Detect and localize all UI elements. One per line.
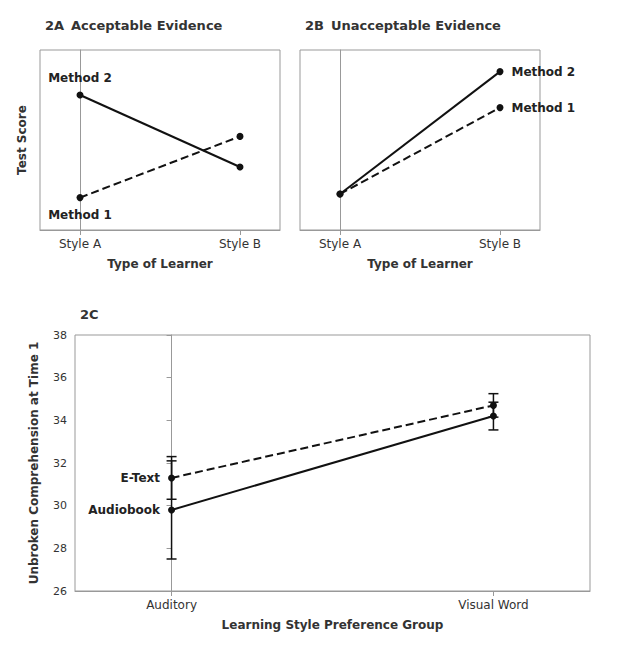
- svg-text:32: 32: [53, 457, 67, 470]
- svg-text:2C: 2C: [80, 307, 99, 322]
- svg-text:Auditory: Auditory: [146, 598, 197, 612]
- svg-text:Style B: Style B: [479, 237, 521, 251]
- svg-text:Acceptable Evidence: Acceptable Evidence: [71, 18, 223, 33]
- svg-text:26: 26: [53, 585, 67, 598]
- svg-text:Style A: Style A: [59, 237, 102, 251]
- svg-text:Method 1: Method 1: [512, 101, 576, 115]
- svg-text:Visual Word: Visual Word: [458, 598, 528, 612]
- svg-text:Style A: Style A: [319, 237, 362, 251]
- svg-text:Method 2: Method 2: [48, 71, 112, 85]
- svg-text:Audiobook: Audiobook: [88, 503, 161, 517]
- svg-text:Unbroken Comprehension at Time: Unbroken Comprehension at Time 1: [27, 342, 41, 585]
- svg-text:28: 28: [53, 542, 67, 555]
- svg-text:E-Text: E-Text: [120, 471, 160, 485]
- svg-text:36: 36: [53, 371, 67, 384]
- svg-text:Test Score: Test Score: [15, 105, 29, 175]
- svg-text:Style B: Style B: [219, 237, 261, 251]
- svg-text:30: 30: [53, 499, 67, 512]
- svg-text:2B: 2B: [305, 18, 324, 33]
- svg-text:Method 1: Method 1: [48, 208, 112, 222]
- svg-text:Unacceptable Evidence: Unacceptable Evidence: [331, 18, 501, 33]
- svg-text:2A: 2A: [45, 18, 64, 33]
- svg-text:38: 38: [53, 329, 67, 342]
- svg-text:34: 34: [53, 414, 67, 427]
- svg-text:Method 2: Method 2: [512, 65, 576, 79]
- svg-text:Learning Style Preference Grou: Learning Style Preference Group: [222, 618, 444, 632]
- svg-text:Type of Learner: Type of Learner: [367, 257, 473, 271]
- svg-text:Type of Learner: Type of Learner: [107, 257, 213, 271]
